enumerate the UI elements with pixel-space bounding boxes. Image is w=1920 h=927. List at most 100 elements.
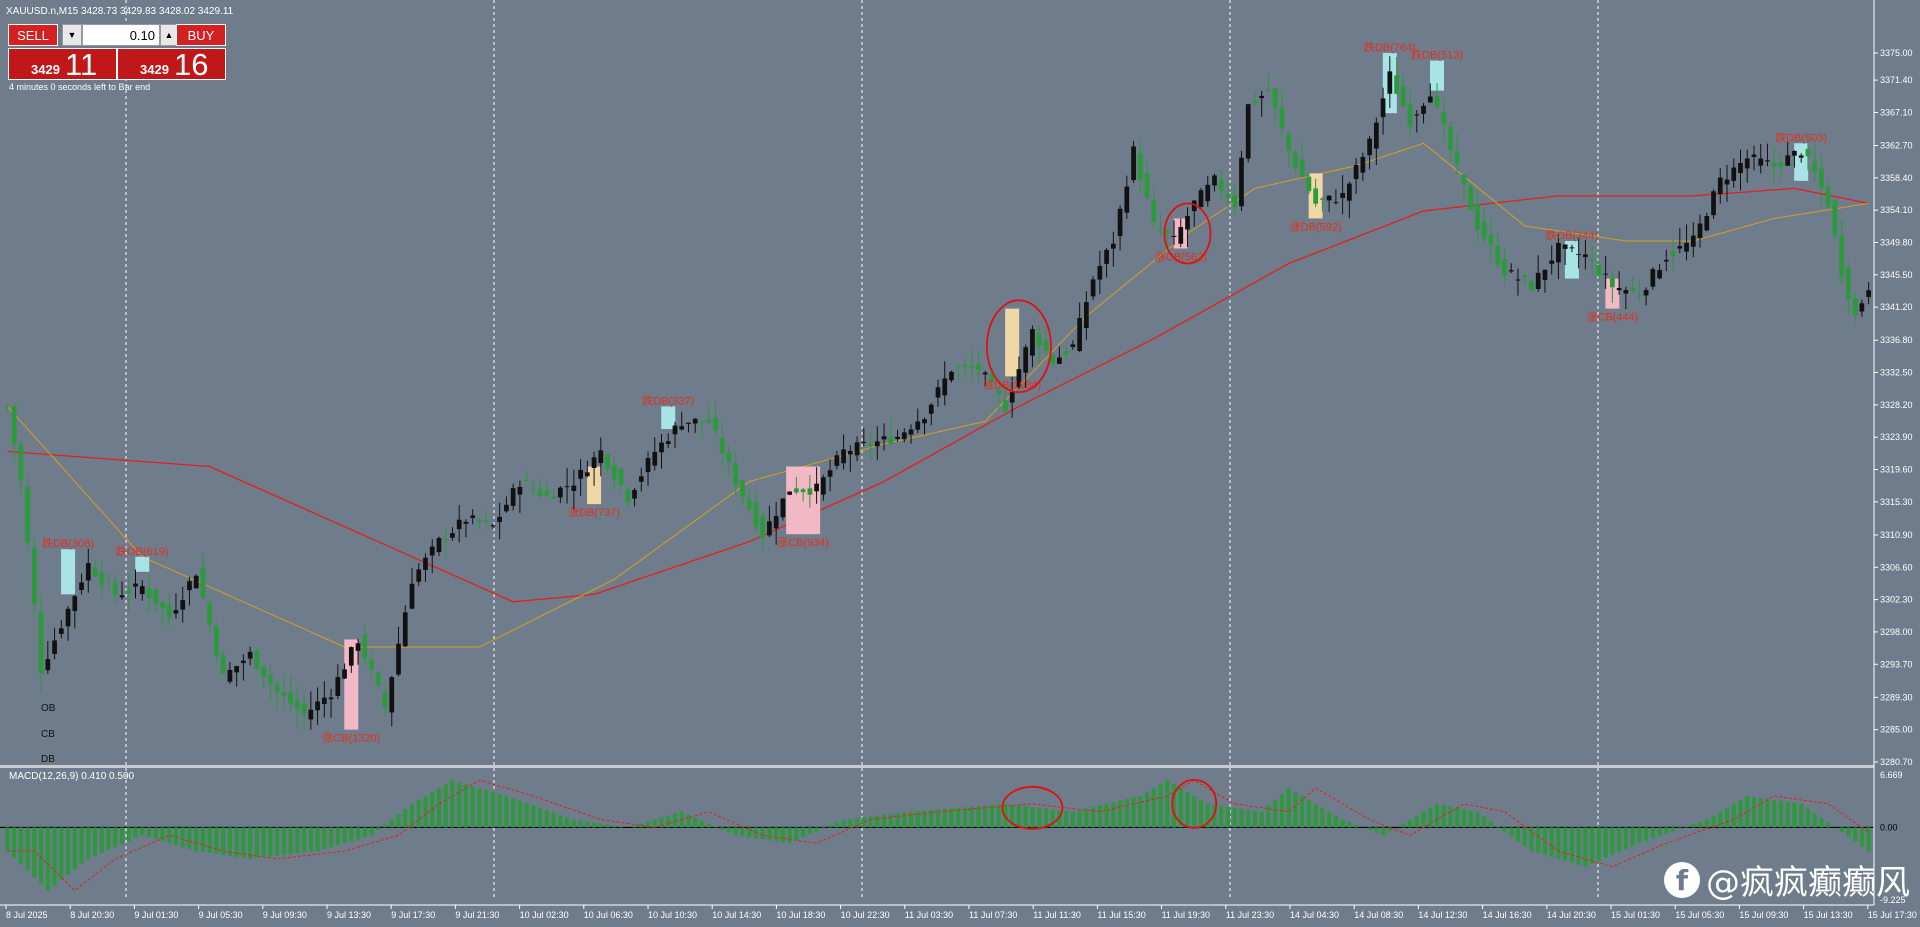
candle bbox=[1367, 136, 1372, 170]
candle bbox=[1110, 231, 1116, 267]
candle-body bbox=[1623, 290, 1629, 294]
candle-body bbox=[1009, 392, 1015, 403]
candle bbox=[1218, 169, 1224, 201]
candle-body bbox=[1805, 149, 1811, 157]
candle-body bbox=[11, 406, 17, 445]
candle-body bbox=[207, 603, 213, 625]
price-tick-label: 3285.00 bbox=[1880, 725, 1913, 735]
time-tick-label: 11 Jul 11:30 bbox=[1033, 910, 1081, 920]
candle-body bbox=[1259, 95, 1265, 99]
candle bbox=[288, 675, 293, 712]
sell-button[interactable]: SELL bbox=[8, 24, 58, 46]
price-tick-label: 3345.50 bbox=[1880, 270, 1913, 280]
candle bbox=[841, 434, 846, 470]
candle bbox=[1050, 353, 1056, 368]
candle-body bbox=[1414, 114, 1420, 116]
candle-body bbox=[1340, 193, 1345, 198]
candle-body bbox=[1427, 96, 1433, 103]
candle-body bbox=[814, 483, 819, 492]
candle bbox=[1164, 228, 1170, 249]
candle bbox=[1070, 340, 1076, 350]
candle-body bbox=[180, 600, 186, 610]
one-click-trading-panel: SELL ▼ ▲ BUY 3429 11 3429 16 bbox=[8, 24, 226, 82]
candle-body bbox=[962, 364, 968, 367]
candle bbox=[1333, 189, 1339, 205]
zone-box bbox=[61, 549, 76, 595]
candle bbox=[1063, 344, 1069, 363]
candle bbox=[578, 459, 583, 496]
candle-body bbox=[58, 628, 64, 634]
candle bbox=[773, 502, 779, 545]
candle bbox=[1562, 244, 1568, 266]
candle-body bbox=[645, 458, 651, 473]
candle-body bbox=[1077, 318, 1082, 351]
candle bbox=[1407, 90, 1413, 139]
buy-price-box[interactable]: 3429 16 bbox=[117, 47, 226, 82]
candle-body bbox=[1191, 200, 1197, 212]
candle-body bbox=[1535, 272, 1541, 289]
candle-body bbox=[1326, 195, 1332, 201]
candle bbox=[1009, 376, 1015, 418]
candle bbox=[1090, 276, 1096, 300]
macd-title: MACD(12,26,9) 0.410 0.500 bbox=[9, 771, 135, 782]
candle bbox=[874, 426, 880, 461]
candle-body bbox=[1003, 400, 1008, 412]
buy-price-small: 3429 bbox=[140, 62, 169, 77]
candle bbox=[1259, 90, 1265, 117]
sell-price-box[interactable]: 3429 11 bbox=[8, 47, 117, 82]
candle-body bbox=[1448, 126, 1453, 151]
candle bbox=[1583, 239, 1588, 270]
candle-body bbox=[605, 454, 610, 469]
candle bbox=[915, 408, 921, 433]
candle bbox=[1373, 117, 1379, 165]
candle bbox=[315, 687, 320, 725]
price-axis-bg bbox=[1874, 0, 1920, 927]
candle bbox=[92, 558, 98, 578]
candle bbox=[1225, 179, 1231, 208]
candle bbox=[1104, 248, 1109, 278]
candle bbox=[423, 553, 428, 582]
candle bbox=[854, 436, 860, 462]
candle-body bbox=[1171, 235, 1177, 238]
buy-button[interactable]: BUY bbox=[176, 24, 226, 46]
candle bbox=[1677, 227, 1683, 254]
time-tick-label: 9 Jul 01:30 bbox=[134, 910, 178, 920]
candle-body bbox=[133, 583, 138, 587]
sell-price-big: 11 bbox=[65, 47, 98, 82]
time-tick-label: 15 Jul 01:30 bbox=[1611, 910, 1660, 920]
candle bbox=[942, 361, 948, 406]
time-tick-label: 10 Jul 18:30 bbox=[776, 910, 825, 920]
candle-body bbox=[1488, 234, 1494, 245]
candle bbox=[922, 417, 927, 435]
candle-body bbox=[659, 442, 664, 453]
candle-body bbox=[1610, 278, 1615, 288]
candle-body bbox=[254, 650, 260, 669]
price-tick-label: 3319.60 bbox=[1880, 465, 1913, 475]
candle bbox=[1832, 197, 1838, 241]
candle-body bbox=[807, 488, 813, 495]
candle-body bbox=[456, 519, 462, 530]
candle-body bbox=[618, 469, 624, 485]
candle bbox=[254, 648, 260, 671]
candle-body bbox=[1252, 100, 1258, 104]
candle-body bbox=[315, 701, 320, 711]
candle bbox=[598, 437, 604, 477]
candle bbox=[591, 451, 597, 486]
candle bbox=[1663, 249, 1669, 272]
candle bbox=[429, 539, 435, 574]
candle bbox=[1751, 145, 1757, 171]
candle-body bbox=[551, 496, 556, 499]
panel-separator[interactable] bbox=[0, 765, 1880, 768]
candle bbox=[1387, 56, 1393, 109]
candle-body bbox=[1232, 195, 1238, 207]
lot-size-input[interactable] bbox=[82, 24, 160, 46]
candle bbox=[584, 460, 590, 478]
candle-body bbox=[1697, 223, 1703, 239]
candle-body bbox=[632, 489, 637, 499]
lot-decrease-button[interactable]: ▼ bbox=[62, 24, 82, 46]
ohlc-values: 3428.73 3429.83 3428.02 3429.11 bbox=[81, 6, 234, 17]
candle bbox=[1744, 149, 1750, 183]
candle bbox=[166, 594, 172, 627]
candle-body bbox=[99, 572, 105, 585]
